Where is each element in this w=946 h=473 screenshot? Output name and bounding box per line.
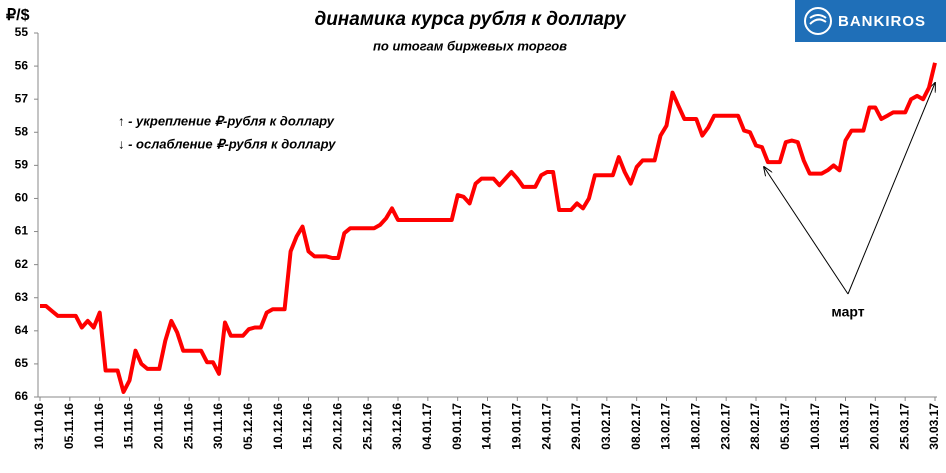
y-tick-label: 60 <box>15 191 29 205</box>
x-tick-label: 09.01.17 <box>450 403 464 450</box>
x-tick-label: 25.11.16 <box>181 403 195 449</box>
x-tick-label: 15.12.16 <box>301 403 315 450</box>
y-tick-label: 59 <box>15 158 29 172</box>
y-tick-label: 65 <box>15 356 29 370</box>
x-tick-label: 15.11.16 <box>122 403 136 449</box>
x-tick-label: 29.01.17 <box>569 403 583 450</box>
x-tick-label: 14.01.17 <box>480 403 494 450</box>
note: ↓ - ослабление ₽-рубля к доллару <box>118 136 336 151</box>
x-tick-label: 05.12.16 <box>241 403 255 450</box>
note: ↑ - укрепление ₽-рубля к доллару <box>118 113 335 128</box>
x-tick-label: 10.12.16 <box>271 403 285 450</box>
y-tick-label: 64 <box>15 323 29 337</box>
x-tick-label: 19.01.17 <box>510 403 524 450</box>
x-tick-label: 30.11.16 <box>211 403 225 449</box>
x-tick-label: 13.02.17 <box>659 403 673 450</box>
y-tick-label: 56 <box>15 58 29 72</box>
x-tick-label: 15.03.17 <box>838 403 852 450</box>
y-tick-label: 66 <box>15 389 29 403</box>
y-tick-label: 61 <box>15 224 29 238</box>
annotation: март <box>831 304 864 320</box>
x-tick-label: 20.12.16 <box>331 403 345 450</box>
x-tick-label: 30.03.17 <box>927 403 941 450</box>
y-tick-label: 57 <box>15 91 29 105</box>
arrow <box>764 167 849 295</box>
x-tick-label: 04.01.17 <box>420 403 434 450</box>
x-tick-label: 03.02.17 <box>599 403 613 450</box>
y-tick-label: 63 <box>15 290 29 304</box>
logo-icon <box>804 7 832 35</box>
logo-icon <box>809 14 827 25</box>
chart-subtitle: по итогам биржевых торгов <box>373 38 567 53</box>
x-tick-label: 30.12.16 <box>390 403 404 450</box>
y-tick-label: 55 <box>15 25 29 39</box>
x-tick-label: 25.12.16 <box>360 403 374 450</box>
x-tick-label: 23.02.17 <box>718 403 732 450</box>
x-tick-label: 05.11.16 <box>62 403 76 449</box>
data-line <box>40 62 937 394</box>
x-tick-label: 08.02.17 <box>629 403 643 450</box>
arrow <box>847 83 935 295</box>
x-tick-label: 25.03.17 <box>897 403 911 450</box>
x-tick-label: 24.01.17 <box>539 403 553 450</box>
x-tick-label: 31.10.16 <box>32 403 46 450</box>
y-tick-label: 58 <box>15 124 29 138</box>
x-tick-label: 20.03.17 <box>868 403 882 450</box>
x-tick-label: 28.02.17 <box>748 403 762 450</box>
chart-title: динамика курса рубля к доллару <box>314 9 627 30</box>
x-tick-label: 18.02.17 <box>689 403 703 450</box>
y-tick-label: 62 <box>15 257 29 271</box>
logo-text: BANKIROS <box>838 13 926 30</box>
x-tick-label: 05.03.17 <box>778 403 792 450</box>
x-tick-label: 10.11.16 <box>92 403 106 449</box>
x-tick-label: 20.11.16 <box>152 403 166 449</box>
logo-box <box>795 0 946 42</box>
y-unit: ₽/$ <box>6 7 30 24</box>
x-tick-label: 10.03.17 <box>808 403 822 450</box>
